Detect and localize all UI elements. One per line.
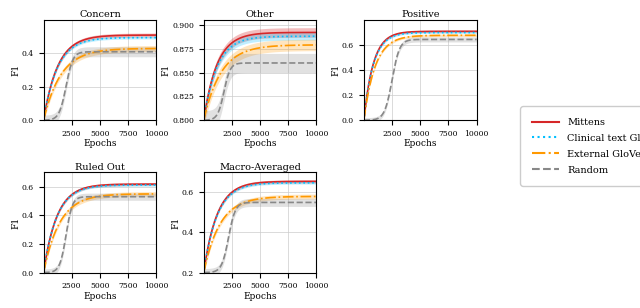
Title: Concern: Concern <box>79 10 121 19</box>
X-axis label: Epochs: Epochs <box>83 139 116 148</box>
X-axis label: Epochs: Epochs <box>403 139 437 148</box>
Title: Ruled Out: Ruled Out <box>75 163 125 172</box>
Legend: Mittens, Clinical text GloVe, External GloVe, Random: Mittens, Clinical text GloVe, External G… <box>524 109 640 183</box>
Y-axis label: F1: F1 <box>12 64 20 76</box>
Title: Positive: Positive <box>401 10 440 19</box>
X-axis label: Epochs: Epochs <box>243 139 277 148</box>
Y-axis label: F1: F1 <box>12 217 20 229</box>
Y-axis label: F1: F1 <box>332 64 340 76</box>
Title: Macro-Averaged: Macro-Averaged <box>219 163 301 172</box>
X-axis label: Epochs: Epochs <box>83 292 116 301</box>
Y-axis label: F1: F1 <box>172 217 180 229</box>
Y-axis label: F1: F1 <box>162 64 171 76</box>
Title: Other: Other <box>246 10 275 19</box>
X-axis label: Epochs: Epochs <box>243 292 277 301</box>
